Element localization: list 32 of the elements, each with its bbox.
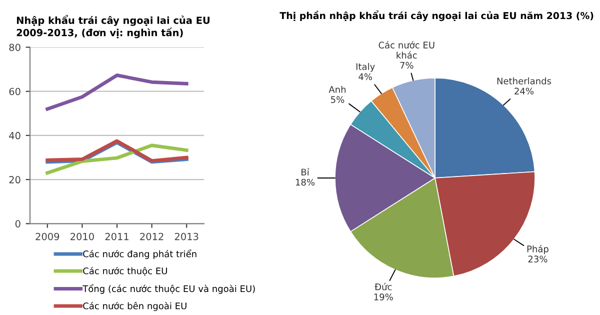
y-tick-label: 60: [9, 88, 20, 96]
data-label: 7%: [400, 62, 414, 69]
legend-label: Các nước thuộc EU: [83, 266, 167, 276]
x-tick-label: 2011: [105, 232, 128, 240]
slice-label: Pháp: [527, 244, 548, 254]
y-tick-label: 80: [9, 44, 20, 52]
data-label: 19%: [374, 294, 393, 300]
x-tick-label: 2012: [140, 232, 164, 240]
data-label: 5%: [331, 96, 344, 103]
chart-title: Nhập khẩu trái cây ngoại lai của EU 2009-2013, (đơn vị: nghìn tấn): [16, 14, 210, 38]
y-tick-label: 40: [9, 132, 20, 140]
legend-label: Tổng (các nước thuộc EU và ngoài EU): [82, 284, 255, 294]
data-label: 18%: [296, 178, 315, 186]
data-label: 23%: [528, 256, 548, 262]
x-tick-label: 2009: [36, 232, 60, 240]
data-label: 4%: [358, 73, 372, 80]
legend-label: Các nước đang phát triển: [83, 249, 196, 260]
legend-label: Các nước bên ngoài EU: [83, 302, 186, 312]
slice-label: Italy: [356, 63, 375, 72]
line-series: [46, 74, 188, 111]
data-label: 24%: [514, 88, 534, 95]
y-tick-label: 0: [15, 220, 20, 228]
slice-label: Bỉ: [302, 168, 310, 176]
slice-label: Các nước EU khác: [378, 41, 434, 59]
slice-label: Anh: [328, 86, 346, 93]
slice-label: Đức: [374, 282, 392, 290]
chart-title: Thị phần nhập khẩu trái cây ngoại lai của EU năm 2013 (%): [280, 10, 594, 22]
x-tick-label: 2010: [70, 232, 94, 240]
slice-label: Netherlands: [497, 77, 552, 84]
x-tick-label: 2013: [174, 232, 198, 240]
line-series: [46, 144, 188, 175]
y-tick-label: 20: [9, 176, 20, 184]
